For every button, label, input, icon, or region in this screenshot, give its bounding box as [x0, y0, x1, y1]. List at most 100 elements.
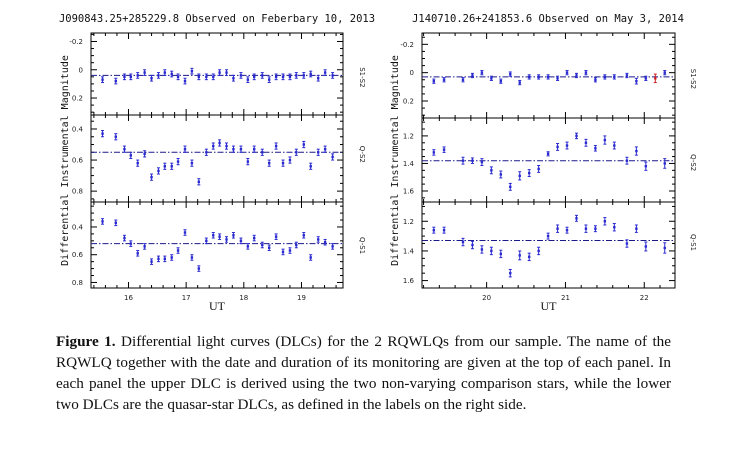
data-point — [518, 250, 522, 261]
point-marker — [123, 236, 126, 240]
point-marker — [442, 148, 446, 151]
data-point — [197, 73, 201, 81]
data-point — [480, 158, 484, 167]
data-point — [302, 140, 306, 149]
point-marker — [101, 132, 104, 135]
point-marker — [625, 159, 629, 162]
figure-caption: Figure 1. Differential light curves (DLC… — [56, 331, 671, 415]
point-marker — [663, 246, 666, 250]
point-marker — [252, 147, 256, 151]
point-marker — [170, 165, 173, 168]
point-marker — [136, 252, 139, 255]
data-point — [593, 225, 597, 233]
data-point — [574, 132, 578, 140]
data-point — [122, 145, 126, 153]
point-marker — [261, 243, 264, 247]
data-point — [101, 218, 105, 225]
point-marker — [281, 250, 285, 254]
point-marker — [246, 245, 250, 248]
data-point — [546, 74, 550, 80]
point-marker — [575, 217, 578, 220]
y-tick-label: 0 — [410, 69, 414, 77]
y-tick-label: 0.4 — [72, 223, 84, 231]
data-point — [518, 79, 522, 86]
data-point — [546, 232, 550, 240]
data-point — [211, 232, 215, 239]
data-point — [612, 74, 616, 80]
chart-title: J090843.25+285229.8 Observed on Feberbar… — [59, 13, 375, 25]
data-point — [461, 77, 465, 83]
panel-frame — [421, 201, 676, 289]
data-point — [331, 72, 335, 79]
data-point — [294, 241, 298, 249]
point-marker — [663, 162, 666, 165]
panel-label: Q-S2 — [358, 146, 366, 163]
point-marker — [556, 77, 559, 80]
point-marker — [317, 77, 320, 80]
point-marker — [317, 238, 320, 241]
data-point — [593, 77, 597, 83]
y-tick-label: 1.6 — [403, 277, 415, 285]
point-marker — [490, 169, 493, 172]
point-marker — [183, 231, 187, 234]
point-marker — [150, 260, 153, 263]
data-point — [461, 156, 465, 165]
point-marker — [442, 228, 446, 232]
point-marker — [157, 257, 160, 261]
point-marker — [252, 236, 256, 240]
point-marker — [302, 234, 305, 237]
data-point — [267, 159, 271, 167]
point-marker — [613, 75, 616, 79]
panel-s1-s2: -0.2 0 0.2 S1-S2 — [69, 32, 366, 116]
data-point — [225, 142, 229, 150]
point-marker — [197, 75, 201, 79]
point-marker — [331, 74, 334, 77]
panel-frame — [421, 117, 676, 203]
y-tick-label: 0.8 — [72, 279, 83, 287]
y-tick-label: 1.6 — [403, 187, 415, 195]
point-marker — [323, 147, 327, 151]
panel-label: S1-S2 — [689, 69, 697, 89]
point-marker — [274, 144, 278, 148]
point-marker — [129, 154, 132, 157]
point-marker — [480, 71, 484, 74]
x-tick-label: 16 — [124, 294, 133, 302]
outlier-point — [653, 73, 657, 84]
data-point — [218, 139, 222, 147]
point-marker — [123, 75, 126, 79]
y-tick-label: 1.4 — [403, 160, 415, 168]
point-marker — [654, 77, 657, 80]
point-marker — [288, 75, 292, 79]
data-point — [302, 232, 306, 239]
point-marker — [302, 74, 305, 77]
panel-label: Q-S1 — [689, 234, 697, 251]
point-marker — [644, 77, 648, 80]
point-marker — [537, 75, 540, 79]
data-point — [634, 146, 638, 156]
data-point — [190, 254, 194, 261]
point-marker — [163, 165, 167, 168]
point-marker — [635, 227, 638, 230]
point-marker — [157, 169, 160, 173]
x-axis-label: UT — [541, 299, 558, 310]
data-point — [197, 265, 201, 272]
data-point — [499, 78, 503, 84]
point-marker — [565, 144, 569, 147]
data-point — [316, 236, 320, 243]
point-marker — [565, 228, 569, 232]
data-point — [556, 75, 560, 81]
data-point — [432, 226, 436, 234]
point-marker — [309, 72, 312, 76]
point-marker — [143, 245, 146, 248]
point-marker — [295, 243, 298, 247]
point-marker — [212, 234, 215, 237]
x-axis-label: UT — [209, 299, 226, 310]
point-marker — [432, 228, 436, 232]
point-marker — [490, 77, 493, 80]
point-marker — [267, 161, 271, 165]
point-marker — [499, 79, 503, 83]
data-point — [101, 76, 105, 83]
caption-text: Differential light curves (DLCs) for the… — [56, 333, 672, 413]
point-marker — [114, 79, 117, 83]
point-marker — [212, 75, 215, 79]
